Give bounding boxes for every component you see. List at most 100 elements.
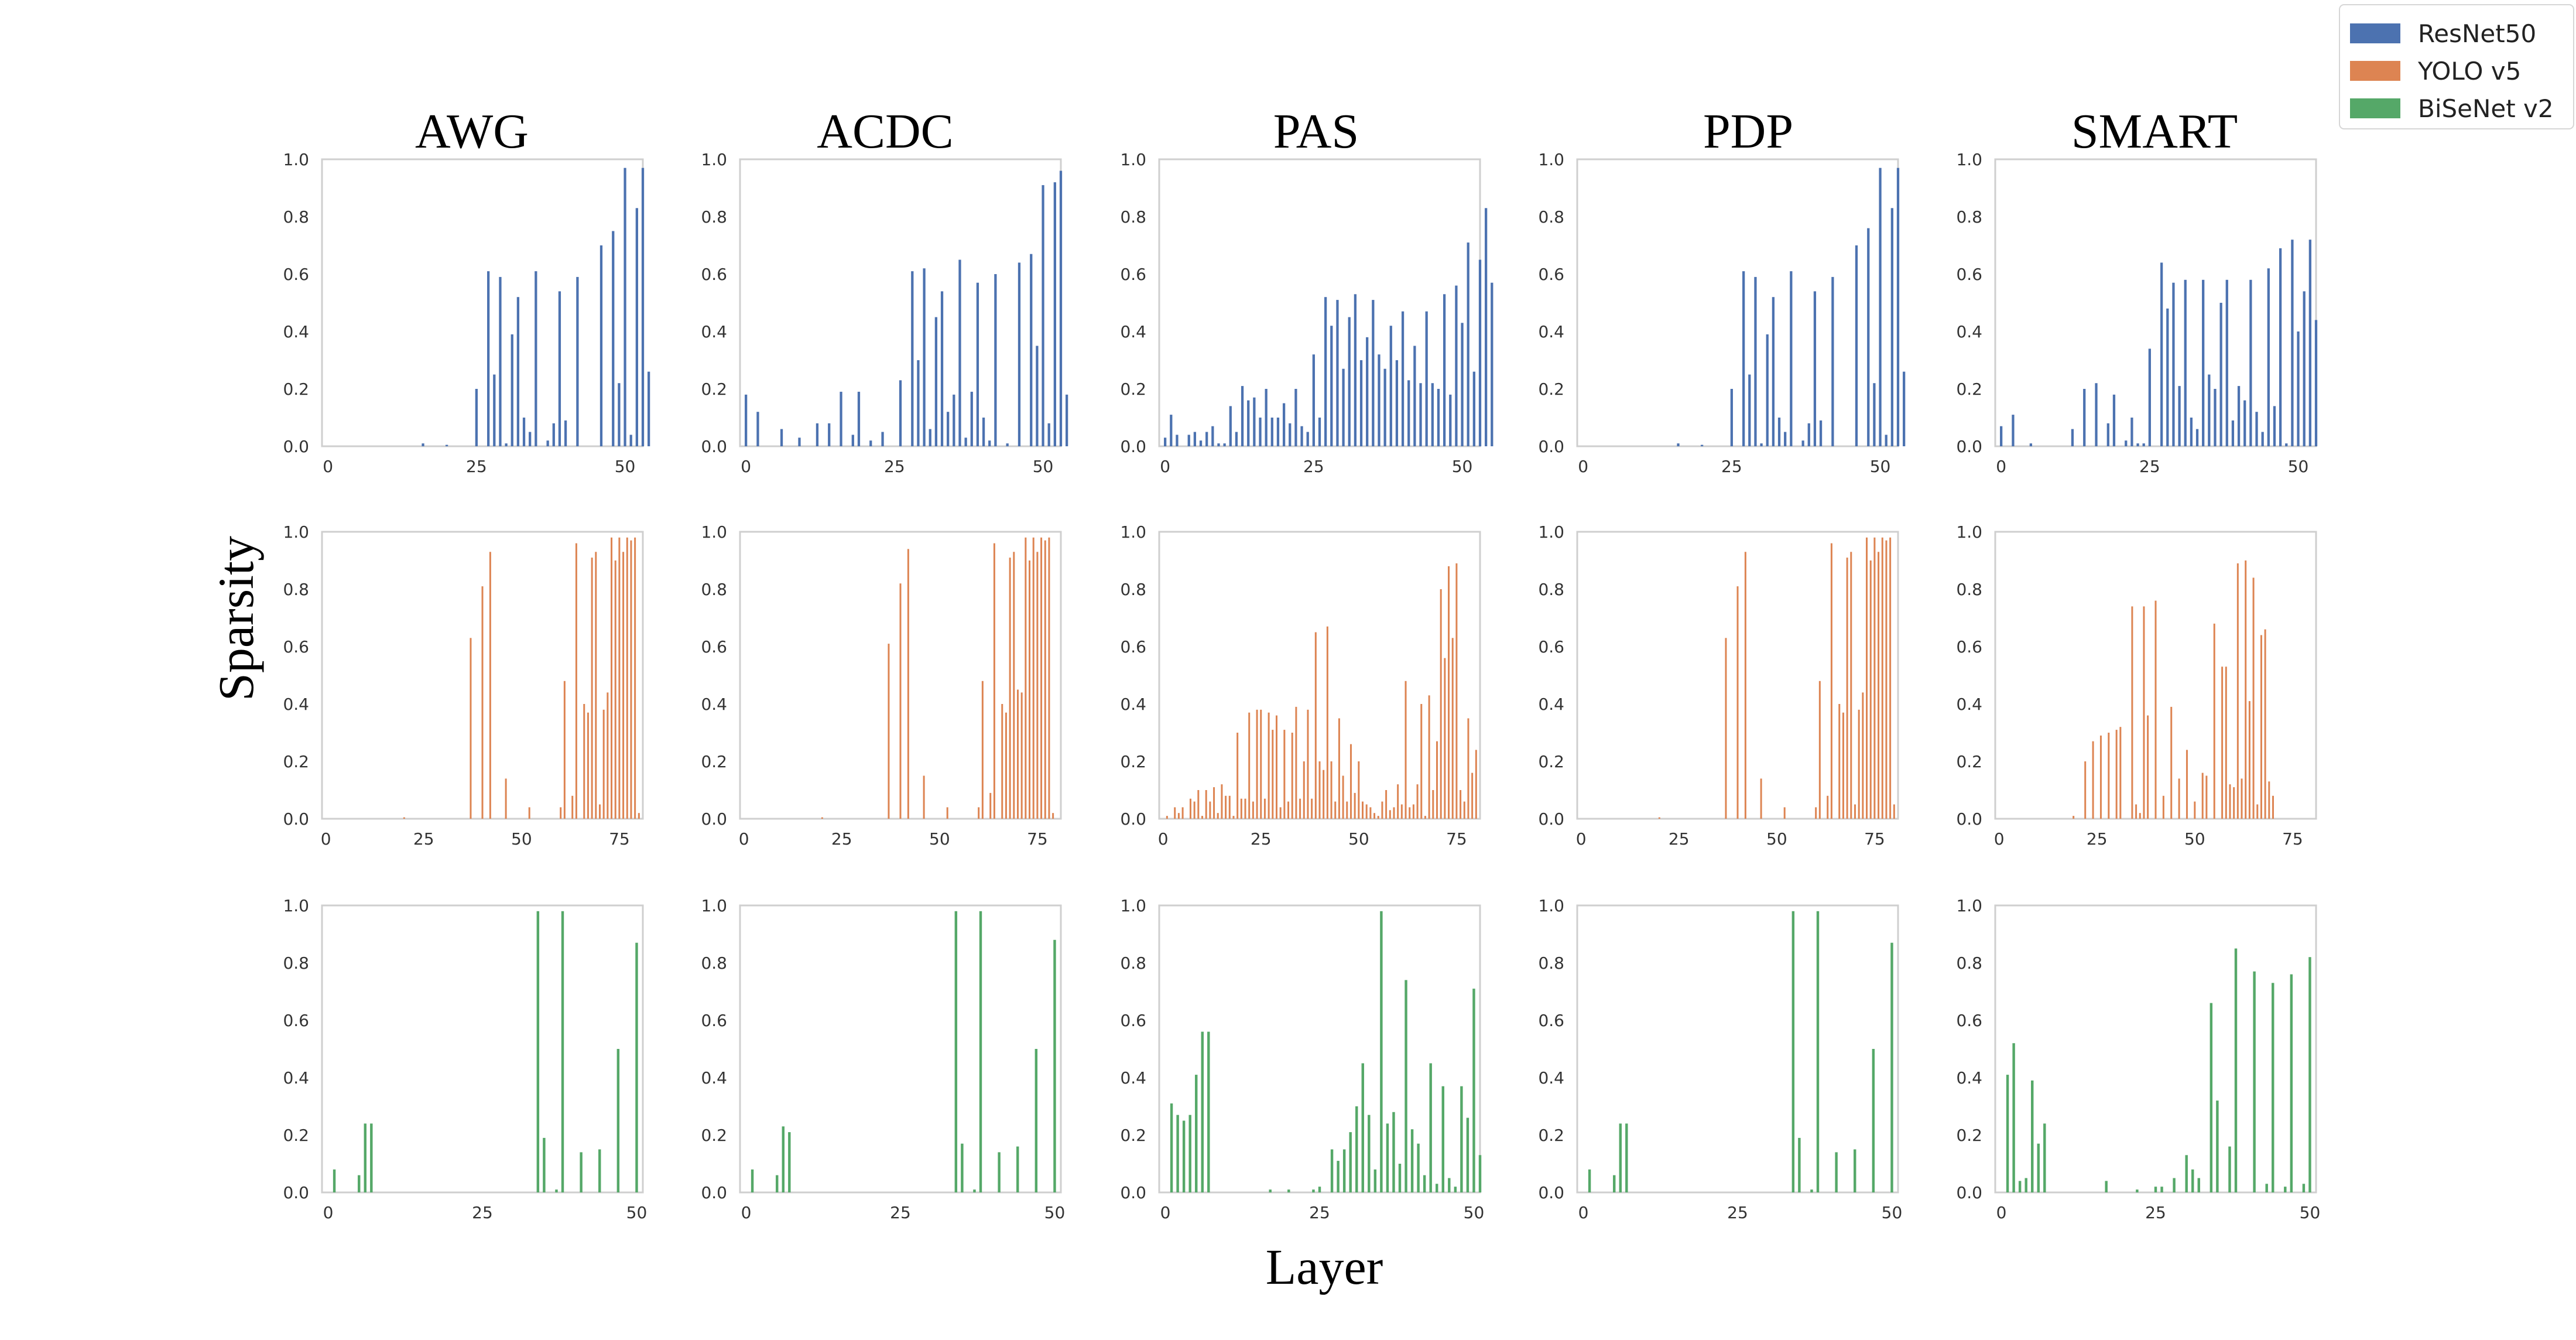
x-tick-label: 0 [1996, 1203, 2007, 1222]
panel-grid: AWG ACDC PAS PDP SMART 0.0 0.2 0.4 0.6 0.8 1.0 0 25 5… [283, 104, 2320, 1222]
bar [2272, 983, 2274, 1192]
x-tick-label: 0 [1996, 457, 2006, 476]
bar [816, 423, 819, 446]
bar [1393, 807, 1395, 819]
bar [1395, 360, 1399, 446]
bar [798, 437, 801, 446]
bar [1423, 1175, 1426, 1192]
y-tick-label: 0.0 [1956, 1183, 1982, 1202]
bar [958, 259, 961, 446]
bar [1835, 1152, 1838, 1192]
bar [1282, 403, 1286, 446]
bar [1377, 816, 1379, 819]
bar [2303, 291, 2306, 446]
bar [745, 394, 748, 446]
bar [1283, 730, 1286, 819]
bar [2147, 715, 2149, 819]
bar [1381, 801, 1383, 819]
x-tick-label: 25 [890, 1203, 911, 1222]
y-tick-label: 0.4 [701, 322, 727, 341]
bar [616, 1049, 620, 1192]
x-tick-label: 50 [2184, 829, 2205, 849]
bar [1625, 1123, 1628, 1192]
x-tick-label: 50 [626, 1203, 648, 1222]
bar [1244, 798, 1246, 819]
bar [1211, 426, 1214, 446]
bar [1295, 706, 1297, 819]
bar [2248, 701, 2250, 819]
bar [1873, 383, 1876, 446]
bar [2308, 240, 2311, 446]
bar [499, 276, 502, 446]
bar [493, 374, 496, 446]
panel-bisenet-v2-pas: 0.0 0.2 0.4 0.6 0.8 1.0 0 25 50 [1120, 896, 1484, 1222]
bar [1893, 804, 1895, 819]
bar [1412, 804, 1414, 819]
bar [1448, 1178, 1451, 1192]
bar [1174, 807, 1176, 819]
bar [475, 389, 478, 446]
bar [1890, 208, 1893, 446]
panel-resnet50-acdc: 0.0 0.2 0.4 0.6 0.8 1.0 0 25 50 [701, 150, 1068, 476]
y-tick-label: 0.8 [1956, 207, 1982, 227]
bar [2115, 730, 2118, 819]
bar [2135, 804, 2137, 819]
y-tick-label: 0.4 [1956, 1068, 1982, 1088]
panel-frame [321, 904, 644, 1194]
panel-resnet50-pas: 0.0 0.2 0.4 0.6 0.8 1.0 0 25 50 [1120, 150, 1493, 476]
bar [2112, 394, 2116, 446]
bar [600, 245, 603, 446]
bar [1040, 537, 1043, 819]
y-tick-label: 0.0 [1538, 1183, 1564, 1202]
x-tick-label: 25 [1303, 457, 1324, 476]
y-tick-label: 0.2 [283, 752, 309, 771]
panel-bisenet-v2-awg: 0.0 0.2 0.4 0.6 0.8 1.0 0 25 50 [283, 896, 647, 1222]
bar [1389, 810, 1391, 819]
bar [1373, 1169, 1377, 1192]
bar [516, 297, 520, 446]
bar [2297, 331, 2300, 446]
bar [1383, 368, 1386, 446]
bar [2184, 279, 2187, 446]
bar [1409, 807, 1411, 819]
bar [1312, 1189, 1315, 1192]
y-tick-label: 1.0 [1956, 896, 1982, 915]
bar [564, 420, 567, 446]
bar [2178, 386, 2181, 446]
bar [2252, 577, 2255, 819]
bar [1025, 537, 1027, 819]
bar [1342, 775, 1344, 819]
bar [1034, 1049, 1038, 1192]
bar [1455, 285, 1458, 446]
bar [1807, 423, 1810, 446]
bar [1373, 813, 1376, 819]
legend-label-bisenet-v2: BiSeNet v2 [2418, 94, 2554, 123]
bar [580, 1152, 583, 1192]
bar [505, 778, 507, 819]
y-tick-label: 0.6 [1956, 265, 1982, 284]
bar [614, 560, 616, 819]
bar [1287, 1189, 1290, 1192]
bar [1444, 658, 1446, 819]
bar [1318, 761, 1321, 819]
bar [1380, 911, 1383, 1192]
x-tick-label: 50 [1348, 829, 1369, 849]
bar [1467, 242, 1469, 446]
bar [1783, 807, 1786, 819]
bar [522, 418, 526, 446]
bar [1842, 712, 1844, 819]
bar [1016, 1146, 1019, 1192]
bar [2031, 1080, 2034, 1192]
bar [1193, 432, 1197, 446]
bar [1850, 552, 1852, 819]
bar [626, 537, 628, 819]
bar [1018, 262, 1021, 446]
bar [2106, 423, 2109, 446]
bar [1346, 801, 1348, 819]
y-tick-label: 0.2 [1120, 752, 1146, 771]
bar [2249, 279, 2252, 446]
y-tick-label: 0.8 [1120, 580, 1146, 599]
bar [1342, 368, 1345, 446]
bar [2139, 813, 2141, 819]
legend-swatch-bisenet-v2 [2350, 98, 2400, 118]
